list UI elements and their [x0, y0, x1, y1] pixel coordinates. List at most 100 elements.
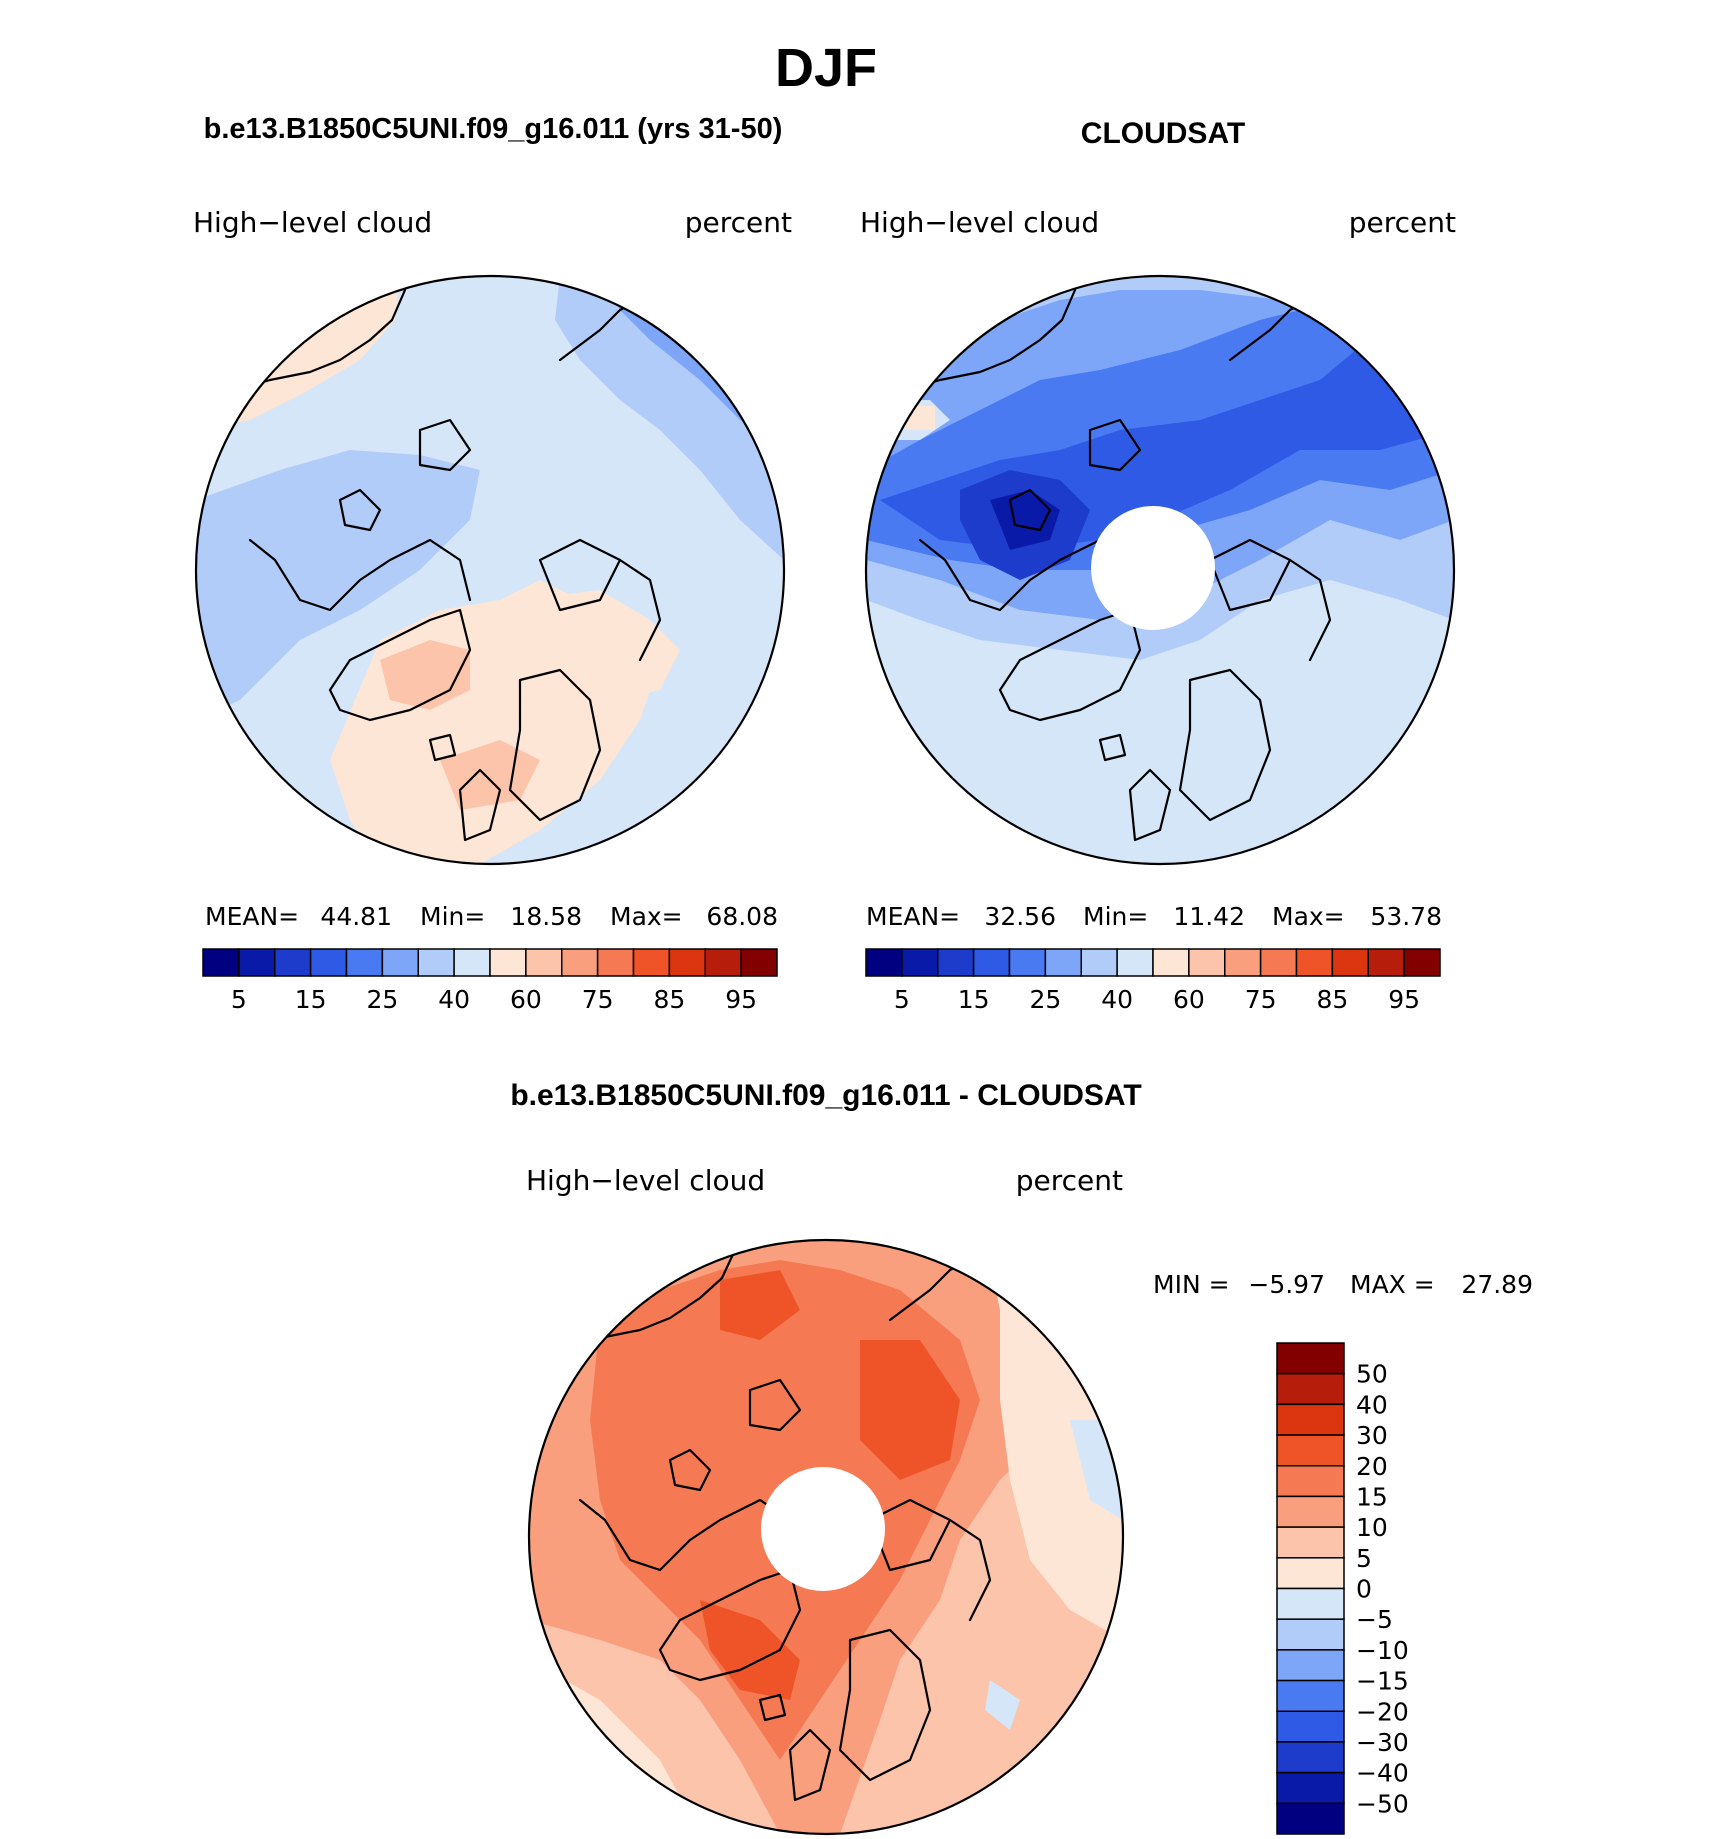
model-colorbar-swatch: [202, 948, 240, 977]
obs-colorbar-swatch: [1403, 948, 1441, 977]
model-map-panel: High−level cloud percent: [193, 206, 792, 1014]
obs-min-value: 11.42: [1173, 902, 1245, 931]
obs-colorbar-swatch: [865, 948, 903, 977]
obs-colorbar-swatch: [1295, 948, 1334, 977]
obs-mean-value: 32.56: [984, 902, 1056, 931]
diff-colorbar-tick-label: 40: [1356, 1390, 1388, 1419]
diff-colorbar-swatch: [1276, 1526, 1345, 1559]
diff-colorbar-tick-label: −20: [1356, 1697, 1409, 1726]
model-min-label: Min=: [420, 902, 485, 931]
model-colorbar-tick-label: 5: [231, 985, 247, 1014]
obs-colorbar-swatch: [1331, 948, 1369, 977]
model-colorbar-swatch: [453, 948, 491, 977]
obs-colorbar-tick-label: 60: [1173, 985, 1205, 1014]
obs-colorbar-swatch: [1044, 948, 1082, 977]
obs-colorbar-swatch: [1080, 948, 1118, 977]
obs-max-value: 53.78: [1370, 902, 1442, 931]
model-colorbar-swatch: [704, 948, 742, 977]
model-max-value: 68.08: [706, 902, 778, 931]
diff-colorbar-swatch: [1276, 1342, 1345, 1375]
obs-colorbar-tick-label: 15: [958, 985, 990, 1014]
model-colorbar-swatch: [489, 948, 527, 977]
obs-colorbar-swatch: [1008, 948, 1047, 977]
diff-colorbar-tick-label: 20: [1356, 1452, 1388, 1481]
model-colorbar-tick-label: 40: [438, 985, 470, 1014]
diff-map-panel: High−level cloud percent: [526, 1164, 1533, 1836]
model-colorbar-tick-label: 95: [725, 985, 757, 1014]
season-title: DJF: [775, 38, 877, 98]
diff-colorbar-swatch: [1276, 1403, 1345, 1436]
diff-colorbar-tick-label: 10: [1356, 1513, 1388, 1542]
diff-colorbar-swatch: [1276, 1771, 1345, 1805]
model-colorbar-tick-label: 85: [653, 985, 685, 1014]
obs-colorbar-swatch: [1224, 948, 1262, 977]
model-colorbar-swatch: [632, 948, 671, 977]
obs-colorbar-swatch: [1152, 948, 1190, 977]
obs-colorbar-tick-label: 95: [1388, 985, 1420, 1014]
obs-colorbar-swatch: [972, 948, 1011, 977]
diff-colorbar-tick-label: −50: [1356, 1789, 1409, 1818]
model-colorbar-swatch: [381, 948, 419, 977]
obs-colorbar-swatch: [1259, 948, 1298, 977]
model-colorbar-swatch: [668, 948, 706, 977]
model-colorbar-tick-label: 25: [366, 985, 398, 1014]
obs-colorbar: 5 15 25 40 60 75 85 95: [865, 948, 1441, 1014]
obs-colorbar-swatch: [1116, 948, 1154, 977]
diff-max-value: 27.89: [1461, 1270, 1533, 1299]
diff-colorbar-swatch: [1276, 1495, 1345, 1528]
model-colorbar-tick-label: 60: [510, 985, 542, 1014]
diff-units-label: percent: [1016, 1164, 1123, 1197]
diff-colorbar-tick-label: 0: [1356, 1575, 1372, 1604]
model-colorbar-swatch: [417, 948, 455, 977]
obs-colorbar-tick-label: 75: [1245, 985, 1277, 1014]
model-colorbar-swatch: [238, 948, 276, 977]
diff-colorbar-swatch: [1276, 1557, 1345, 1590]
diff-min-label: MIN =: [1153, 1270, 1230, 1299]
model-units-label: percent: [685, 206, 792, 239]
diff-missing-data-hole: [761, 1467, 885, 1591]
obs-min-label: Min=: [1083, 902, 1148, 931]
model-mean-value: 44.81: [320, 902, 392, 931]
diff-colorbar-swatch: [1276, 1710, 1345, 1743]
diff-min-value: −5.97: [1248, 1270, 1325, 1299]
diff-max-label: MAX =: [1350, 1270, 1435, 1299]
diff-variable-label: High−level cloud: [526, 1164, 765, 1197]
model-colorbar-swatch: [274, 948, 312, 977]
obs-colorbar-swatch: [901, 948, 939, 977]
diff-colorbar-tick-label: 30: [1356, 1421, 1388, 1450]
obs-map-panel: High−level cloud percent: [860, 206, 1456, 1014]
model-max-label: Max=: [610, 902, 683, 931]
model-map-field: [196, 276, 784, 864]
diff-colorbar-swatch: [1276, 1372, 1345, 1406]
model-colorbar-swatch: [345, 948, 384, 977]
diff-map-boundary: [527, 1238, 1125, 1836]
obs-variable-label: High−level cloud: [860, 206, 1099, 239]
obs-colorbar-tick-label: 25: [1029, 985, 1061, 1014]
model-min-value: 18.58: [510, 902, 582, 931]
diff-colorbar-tick-label: −40: [1356, 1759, 1409, 1788]
diff-colorbar-swatch: [1276, 1802, 1345, 1835]
diff-colorbar-tick-label: 5: [1356, 1544, 1372, 1573]
model-coastlines: [228, 288, 662, 842]
model-colorbar-swatch: [525, 948, 563, 977]
obs-map-boundary: [864, 274, 1456, 866]
model-panel-title: b.e13.B1850C5UNI.f09_g16.011 (yrs 31-50): [204, 113, 783, 145]
obs-units-label: percent: [1349, 206, 1456, 239]
obs-missing-data-hole: [1091, 506, 1215, 630]
model-colorbar-swatch: [309, 948, 348, 977]
model-map-boundary: [194, 274, 786, 866]
diff-panel-title: b.e13.B1850C5UNI.f09_g16.011 - CLOUDSAT: [510, 1079, 1141, 1112]
diff-colorbar-tick-label: 15: [1356, 1482, 1388, 1511]
obs-mean-label: MEAN=: [866, 902, 960, 931]
model-colorbar-swatch: [740, 948, 778, 977]
model-colorbar-tick-label: 75: [582, 985, 614, 1014]
diff-colorbar-swatch: [1276, 1465, 1345, 1498]
obs-colorbar-swatch: [937, 948, 975, 977]
model-mean-label: MEAN=: [205, 902, 299, 931]
model-colorbar-swatch: [596, 948, 635, 977]
model-colorbar: 5 15 25 40 60 75 85 95: [202, 948, 778, 1014]
diff-colorbar-swatch: [1276, 1434, 1345, 1467]
model-variable-label: High−level cloud: [193, 206, 432, 239]
